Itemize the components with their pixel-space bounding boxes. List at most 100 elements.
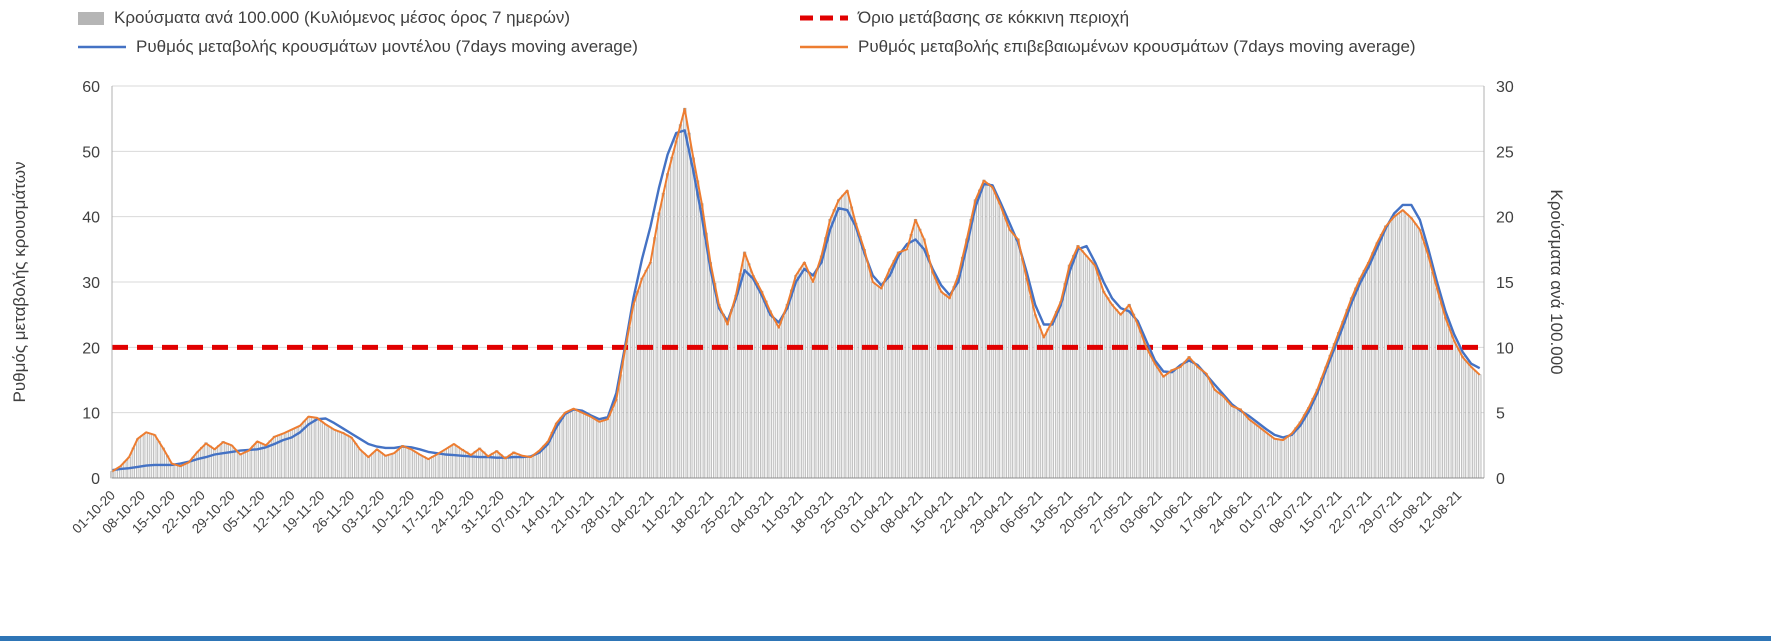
bar	[1465, 361, 1469, 479]
bar	[1243, 413, 1247, 479]
bar	[221, 441, 225, 479]
bar	[524, 456, 529, 479]
bar	[1277, 439, 1281, 479]
legend-label-threshold: Όριο μετάβασης σε κόκκινη περιοχή	[858, 8, 1130, 27]
bar	[892, 260, 896, 479]
bar	[973, 199, 977, 479]
bar	[435, 454, 439, 479]
bar	[345, 434, 349, 479]
bar	[1456, 348, 1460, 479]
bar	[178, 465, 183, 479]
bar	[537, 450, 542, 479]
bar	[1422, 242, 1426, 479]
model-line-swatch-icon	[78, 45, 126, 49]
bar	[439, 451, 443, 479]
bar	[653, 237, 657, 479]
bar	[610, 409, 614, 479]
bar	[1349, 297, 1354, 479]
bar	[576, 410, 580, 479]
bar	[1341, 320, 1345, 479]
bar	[1016, 238, 1020, 479]
bar	[999, 205, 1003, 479]
bar	[319, 420, 324, 479]
bar	[140, 435, 144, 479]
bar	[452, 443, 456, 479]
bar	[1311, 397, 1315, 479]
bar	[1337, 332, 1341, 479]
bar	[1290, 433, 1294, 479]
bar	[802, 262, 807, 479]
bar	[1012, 234, 1016, 479]
right-tick-label: 10	[1496, 340, 1514, 357]
bar	[174, 464, 178, 479]
bar	[960, 256, 965, 479]
bar	[183, 463, 187, 479]
bar	[1452, 340, 1456, 479]
bar	[990, 186, 995, 479]
bar	[1260, 428, 1264, 479]
bar	[789, 289, 794, 479]
bar	[563, 412, 567, 479]
bar	[734, 294, 738, 479]
bar	[871, 281, 875, 479]
bar	[234, 449, 238, 479]
bar	[469, 454, 473, 479]
right-tick-label: 30	[1496, 79, 1514, 96]
bar	[495, 450, 499, 479]
bar	[247, 450, 251, 479]
bar	[589, 416, 593, 479]
bar	[666, 173, 670, 479]
bar	[559, 417, 563, 479]
bar	[1362, 269, 1366, 479]
bar	[430, 456, 435, 479]
bar	[772, 318, 777, 479]
bar	[819, 255, 824, 479]
bar	[623, 349, 627, 479]
bar	[426, 458, 430, 479]
bar	[687, 132, 691, 479]
bar	[1153, 362, 1157, 479]
bar	[1431, 271, 1435, 479]
bar	[1268, 435, 1272, 479]
bar	[349, 437, 353, 479]
bar	[866, 265, 871, 479]
bar	[405, 446, 409, 479]
bar	[371, 452, 375, 479]
bar	[520, 455, 524, 479]
bar	[1225, 400, 1230, 479]
bar	[1187, 356, 1191, 479]
bar	[978, 189, 982, 479]
bar	[161, 447, 165, 479]
bar	[1148, 354, 1153, 479]
bar	[751, 275, 755, 479]
bar	[691, 157, 695, 479]
bar	[901, 250, 905, 479]
right-tick-label: 15	[1496, 275, 1514, 292]
bar	[1106, 297, 1110, 479]
bar	[939, 290, 943, 479]
bar	[593, 418, 597, 479]
bar	[332, 429, 336, 479]
bar	[392, 452, 396, 479]
bar	[1208, 381, 1213, 479]
bar	[1089, 260, 1093, 479]
bar	[1140, 335, 1144, 479]
bar	[1345, 309, 1349, 479]
bar	[482, 451, 486, 479]
bar	[1230, 405, 1234, 479]
bar	[670, 156, 674, 479]
bar	[204, 442, 208, 479]
bar	[1183, 361, 1187, 479]
bar	[1366, 262, 1371, 479]
bar	[986, 183, 990, 479]
bar	[777, 327, 781, 479]
bar	[144, 431, 148, 479]
bar	[636, 290, 640, 479]
bar	[341, 431, 345, 479]
bar	[845, 190, 849, 479]
bar	[1020, 258, 1025, 479]
bar	[896, 251, 901, 479]
bar	[1200, 369, 1204, 479]
bar	[1170, 369, 1174, 479]
bar	[798, 268, 802, 479]
